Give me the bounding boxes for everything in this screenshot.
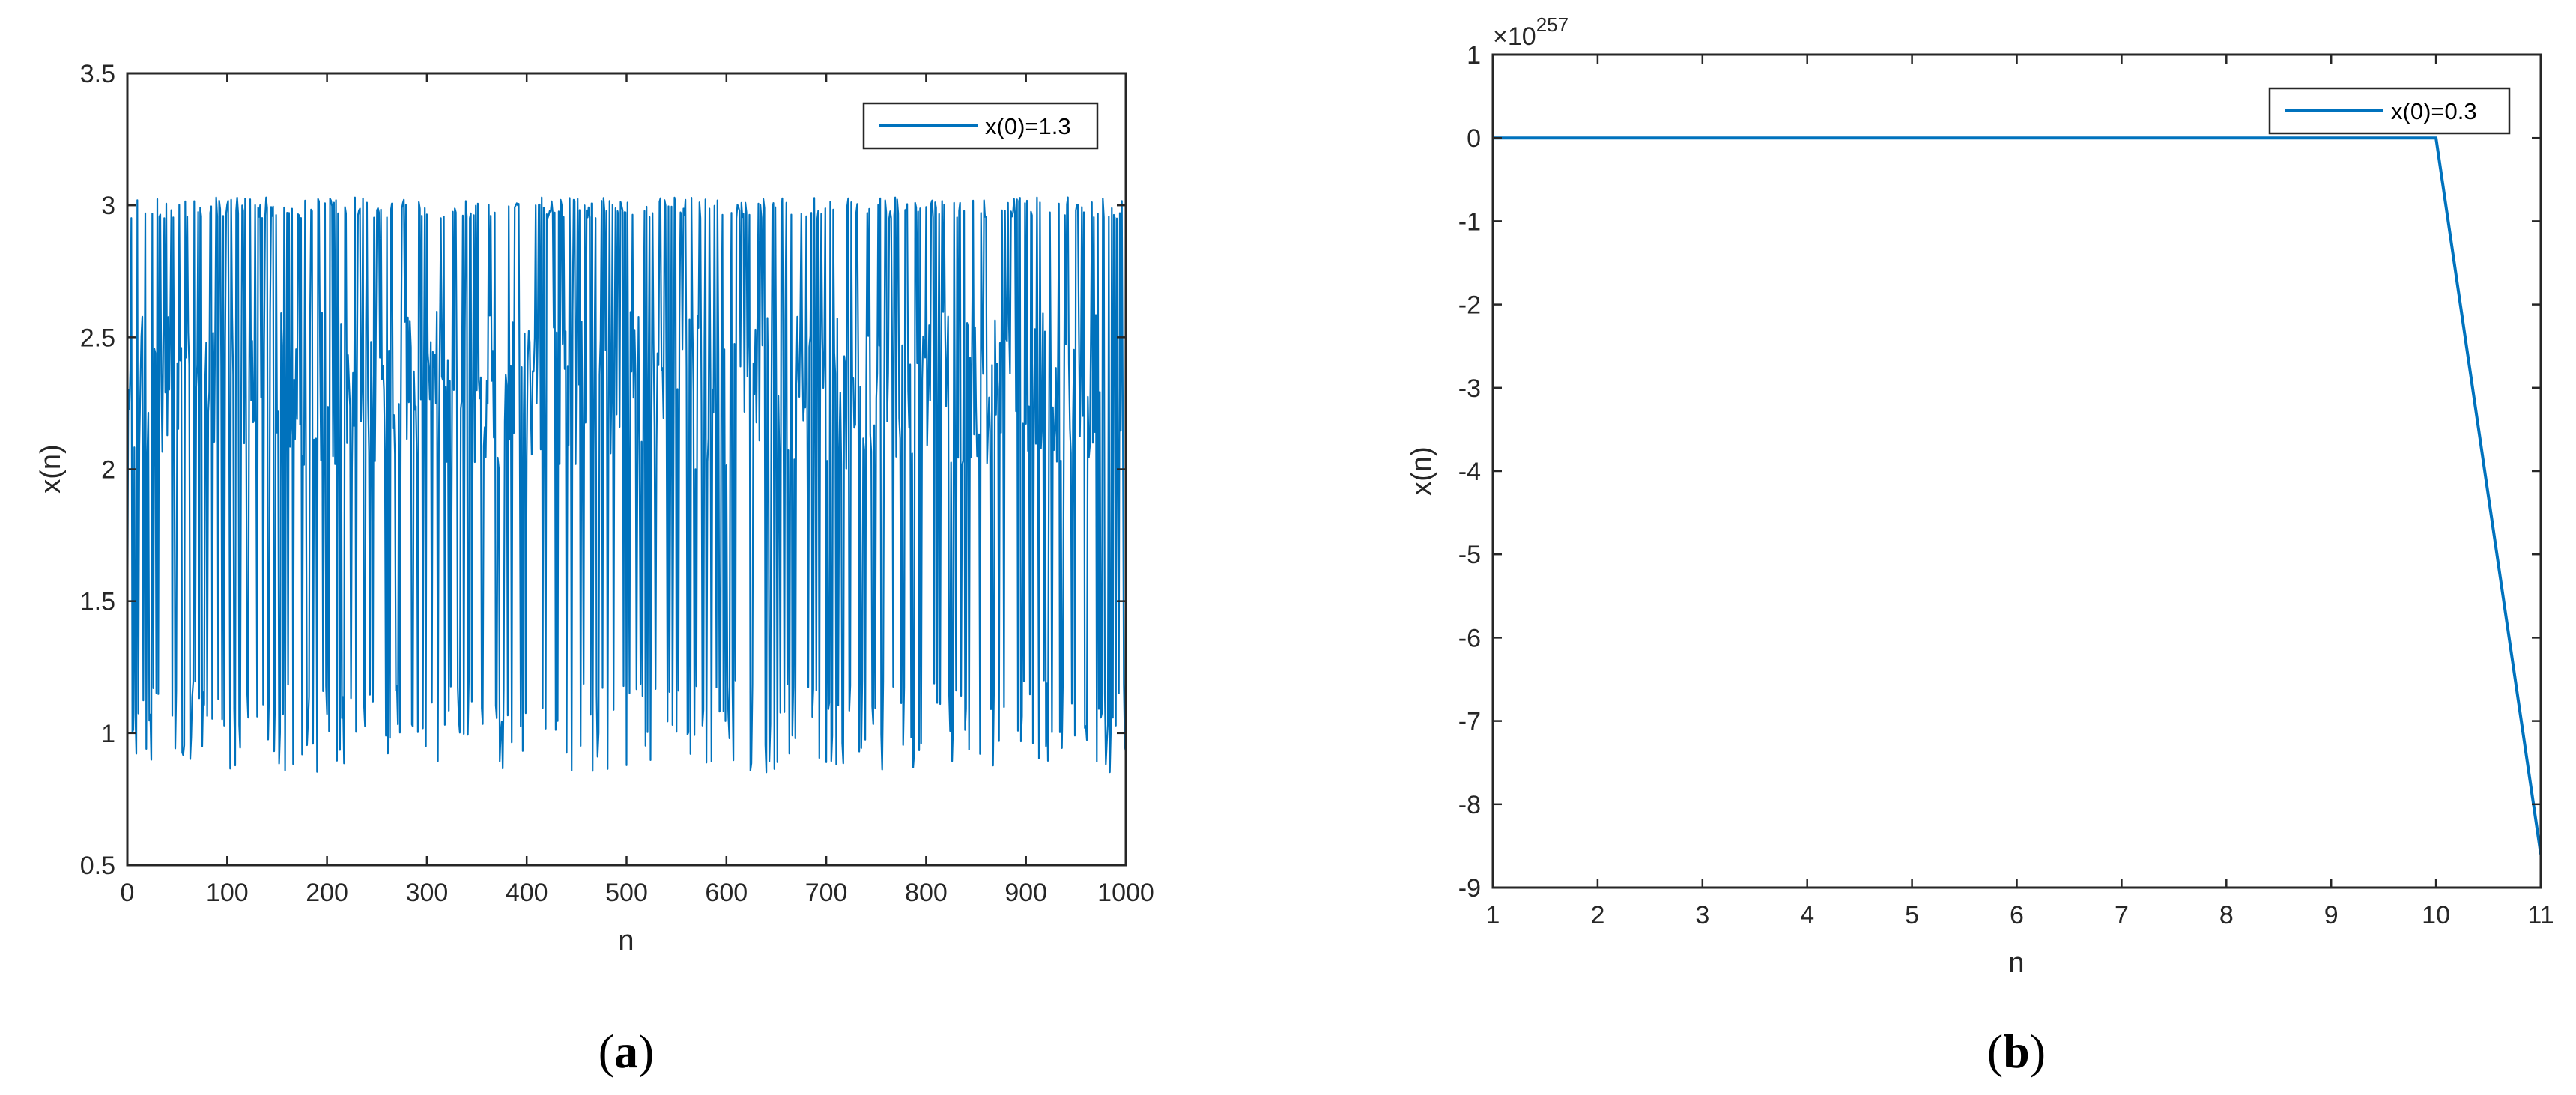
b-xtick-label: 9 (2324, 901, 2339, 929)
b-ytick-label: -8 (1458, 791, 1481, 819)
a-panel-caption: (a) (598, 1025, 655, 1078)
b-y-exponent-power: 257 (1536, 13, 1569, 36)
a-ylabel: x(n) (35, 444, 67, 493)
a-xtick-label: 700 (805, 879, 848, 907)
b-xtick-label: 11 (2527, 901, 2554, 929)
b-xtick-label: 3 (1695, 901, 1709, 929)
a-xtick-label: 600 (705, 879, 748, 907)
b-ytick-label: 0 (1467, 124, 1481, 153)
b-ytick-label: -9 (1458, 874, 1481, 903)
b-ytick-label: -2 (1458, 291, 1481, 320)
b-xtick-label: 4 (1800, 901, 1814, 929)
a-xtick-label: 100 (206, 879, 249, 907)
b-axes-box (1491, 53, 2542, 889)
b-panel-caption: (b) (1987, 1025, 2046, 1078)
a-ytick-label: 2.5 (80, 324, 115, 352)
a-xlabel: n (618, 925, 634, 956)
b-xtick-label: 8 (2219, 901, 2234, 929)
b-xtick-label: 7 (2115, 901, 2129, 929)
b-ytick-label: -5 (1458, 541, 1481, 569)
b-panel-letter: b (2003, 1025, 2030, 1078)
panel-b: 1 2 3 4 5 6 7 8 9 10 11 -9 -8 -7 -6 -5 -4 -3 -2 -1 0 1 ×1025… (1406, 13, 2554, 1078)
a-legend-label: x(0)=1.3 (985, 113, 1071, 139)
b-y-exponent: ×10257 (1493, 13, 1569, 51)
a-xtick-label: 800 (905, 879, 948, 907)
a-ytick-label: 1.5 (80, 588, 115, 616)
a-xtick-label: 200 (306, 879, 348, 907)
b-ylabel: x(n) (1406, 446, 1437, 495)
b-xtick-label: 6 (2010, 901, 2024, 929)
b-xtick-label: 5 (1905, 901, 1919, 929)
a-ytick-label: 0.5 (80, 852, 115, 880)
b-legend: x(0)=0.3 (2268, 87, 2511, 135)
b-xtick-label: 10 (2422, 901, 2450, 929)
a-ytick-label: 1 (101, 720, 115, 748)
b-ytick-label: -4 (1458, 458, 1481, 486)
a-xtick-label: 1000 (1097, 879, 1154, 907)
a-series-line (126, 196, 1127, 774)
a-xtick-label: 900 (1004, 879, 1047, 907)
b-ytick-label: -7 (1458, 708, 1481, 736)
b-series-x0-0.3 (1493, 136, 2542, 855)
b-ytick-label: -1 (1458, 207, 1481, 236)
b-xtick-label: 2 (1590, 901, 1604, 929)
b-ytick-label: -3 (1458, 374, 1481, 403)
a-xtick-label: 500 (605, 879, 648, 907)
b-y-exponent-base: ×10 (1493, 22, 1536, 51)
panel-a: 0 100 200 300 400 500 600 700 800 900 1000 0.5 1 1.5… (35, 60, 1154, 1078)
b-ytick-label: -6 (1458, 624, 1481, 652)
a-ytick-label: 3 (101, 192, 115, 220)
b-xtick-label: 1 (1486, 901, 1500, 929)
a-xtick-label: 0 (121, 879, 135, 907)
a-xtick-label: 400 (506, 879, 548, 907)
a-xtick-label: 300 (406, 879, 449, 907)
a-ytick-label: 3.5 (80, 60, 115, 88)
b-legend-label: x(0)=0.3 (2391, 98, 2477, 124)
a-panel-letter: a (614, 1025, 638, 1078)
b-series-line (1493, 136, 2542, 855)
a-ytick-label: 2 (101, 456, 115, 485)
a-legend: x(0)=1.3 (862, 102, 1099, 150)
a-series-x0-1.3 (126, 196, 1127, 774)
b-ytick-label: 1 (1467, 41, 1481, 70)
b-xlabel: n (2008, 947, 2024, 979)
